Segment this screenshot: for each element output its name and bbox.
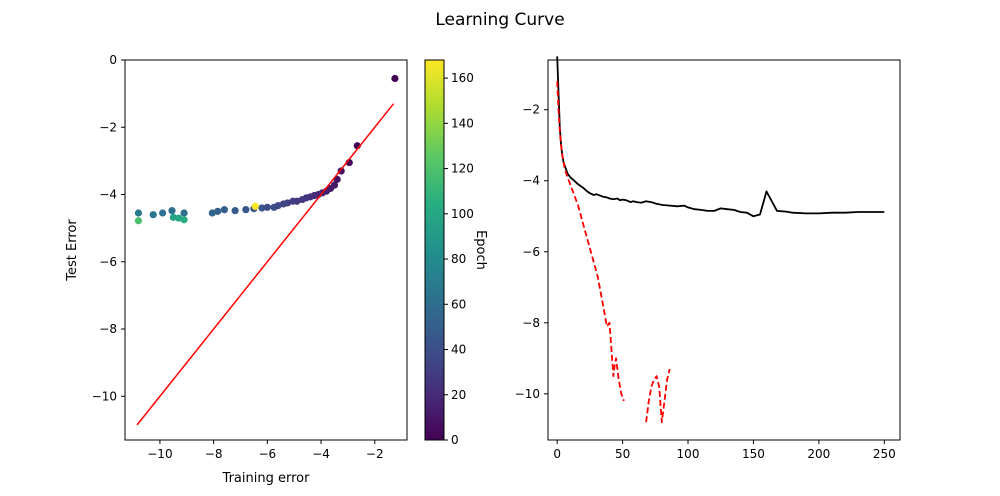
line-axes: 0 50 100 150 200 250 −2 −4 −6 −8 −10 bbox=[515, 56, 901, 461]
scatter-x-tick-label: −10 bbox=[147, 447, 172, 461]
scatter-point bbox=[180, 209, 188, 217]
colorbar-gradient bbox=[424, 59, 445, 441]
scatter-x-tick-label: −6 bbox=[258, 447, 276, 461]
scatter-point bbox=[258, 204, 266, 212]
scatter-point bbox=[168, 207, 176, 215]
line-y-tick-label: −8 bbox=[522, 316, 540, 330]
line-axis-ticks: 0 50 100 150 200 250 −2 −4 −6 −8 −10 bbox=[515, 103, 896, 461]
line-x-tick-label: 50 bbox=[615, 447, 630, 461]
scatter-axes-frame bbox=[124, 59, 408, 441]
scatter-axes: −10 −8 −6 −4 −2 0 −2 −4 −6 −8 −10 Training error T… bbox=[65, 53, 408, 486]
scatter-point bbox=[134, 209, 143, 217]
scatter-x-tick-label: −4 bbox=[312, 447, 330, 461]
line-marks bbox=[556, 56, 885, 424]
colorbar-tick-label: 60 bbox=[451, 297, 466, 311]
colorbar-tick-label: 40 bbox=[451, 343, 466, 357]
scatter-point bbox=[159, 209, 167, 217]
scatter-point bbox=[337, 167, 345, 175]
line-x-tick-label: 0 bbox=[553, 447, 561, 461]
scatter-point bbox=[169, 213, 177, 221]
line-y-tick-label: −4 bbox=[522, 174, 540, 188]
scatter-x-axis-label: Training error bbox=[222, 471, 311, 486]
scatter-x-tick-label: −8 bbox=[205, 447, 223, 461]
scatter-point bbox=[251, 202, 259, 210]
scatter-y-tick-label: −8 bbox=[99, 322, 117, 336]
scatter-point bbox=[208, 209, 216, 217]
colorbar-label: Epoch bbox=[473, 230, 488, 270]
scatter-x-tick-label: −2 bbox=[366, 447, 384, 461]
scatter-point bbox=[270, 203, 278, 211]
colorbar-tick-label: 80 bbox=[451, 252, 466, 266]
line-axes-frame bbox=[547, 59, 901, 441]
scatter-y-tick-label: −6 bbox=[99, 255, 117, 269]
colorbar: 0 20 40 60 80 100 120 140 160 Epoch bbox=[424, 59, 488, 447]
line-y-tick-label: −6 bbox=[522, 245, 540, 259]
line-y-tick-label: −10 bbox=[515, 387, 540, 401]
scatter-point bbox=[391, 74, 399, 83]
line-y-tick-label: −2 bbox=[522, 103, 540, 117]
colorbar-tick-label: 20 bbox=[451, 388, 466, 402]
colorbar-ticks: 0 20 40 60 80 100 120 140 160 bbox=[444, 71, 474, 447]
scatter-y-tick-label: −10 bbox=[92, 389, 117, 403]
training-error-line bbox=[556, 81, 671, 424]
colorbar-tick-label: 0 bbox=[451, 433, 459, 447]
line-x-tick-label: 200 bbox=[807, 447, 830, 461]
colorbar-tick-label: 100 bbox=[451, 207, 474, 221]
line-x-tick-label: 150 bbox=[742, 447, 765, 461]
test-error-line bbox=[556, 56, 885, 218]
scatter-reference-line bbox=[136, 103, 395, 426]
scatter-marks bbox=[134, 74, 399, 426]
figure-title: Learning Curve bbox=[435, 10, 564, 30]
colorbar-tick-label: 120 bbox=[451, 162, 474, 176]
colorbar-tick-label: 140 bbox=[451, 116, 474, 130]
scatter-y-tick-label: −4 bbox=[99, 188, 117, 202]
scatter-point bbox=[263, 203, 271, 211]
scatter-point bbox=[220, 206, 228, 214]
line-x-tick-label: 250 bbox=[873, 447, 896, 461]
scatter-y-axis-label: Test Error bbox=[65, 219, 80, 282]
line-x-tick-label: 100 bbox=[677, 447, 700, 461]
scatter-point bbox=[149, 211, 157, 219]
scatter-axis-ticks: −10 −8 −6 −4 −2 0 −2 −4 −6 −8 −10 bbox=[92, 53, 384, 461]
scatter-point bbox=[242, 206, 250, 214]
scatter-point bbox=[134, 217, 143, 225]
scatter-y-tick-label: −2 bbox=[99, 120, 117, 134]
scatter-y-tick-label: 0 bbox=[109, 53, 117, 67]
colorbar-tick-label: 160 bbox=[451, 71, 474, 85]
scatter-point bbox=[231, 207, 239, 215]
scatter-point bbox=[180, 216, 188, 224]
